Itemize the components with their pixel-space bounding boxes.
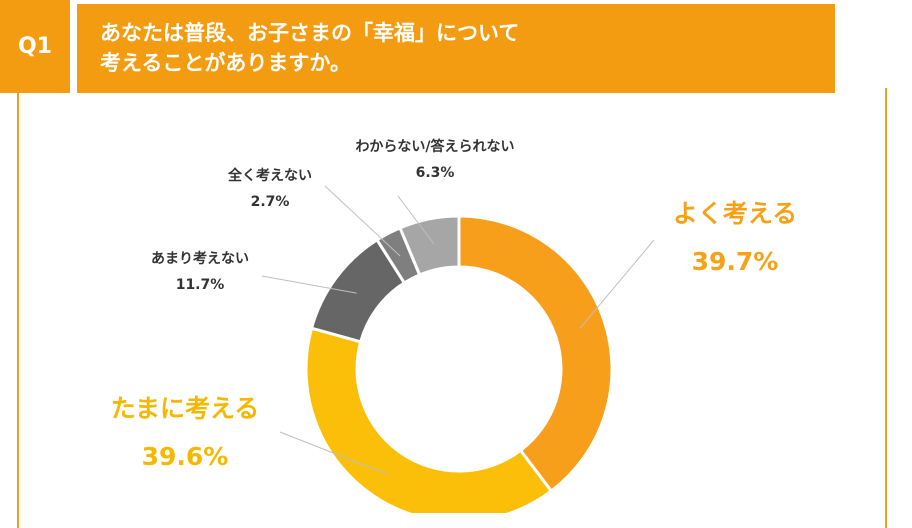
label-sometimes: たまに考える 39.6% [90, 385, 280, 481]
label-often-value: 39.7% [691, 247, 779, 276]
label-unknown-name: わからない/答えられない [355, 139, 515, 155]
leader-line [324, 185, 401, 257]
label-rarely-value: 11.7% [175, 277, 225, 293]
label-rarely-name: あまり考えない [151, 251, 249, 267]
leader-line [579, 239, 655, 329]
question-badge: Q1 [0, 0, 70, 93]
label-unknown: わからない/答えられない 6.3% [335, 134, 535, 186]
leader-line [397, 195, 435, 245]
donut-chart [261, 185, 655, 513]
label-sometimes-value: 39.6% [141, 442, 229, 471]
label-never-name: 全く考えない [228, 168, 312, 184]
label-often-name: よく考える [672, 199, 798, 228]
label-often: よく考える 39.7% [650, 190, 820, 286]
label-unknown-value: 6.3% [415, 165, 455, 181]
label-rarely: あまり考えない 11.7% [130, 246, 270, 298]
leader-line [261, 275, 357, 294]
slice-often [457, 214, 614, 494]
leader-line [279, 431, 388, 475]
content-frame [17, 88, 887, 528]
question-line-2: 考えることがありますか。 [100, 51, 351, 75]
slice-sometimes [304, 326, 554, 513]
question-line-1: あなたは普段、お子さまの「幸福」について [100, 21, 520, 45]
label-never: 全く考えない 2.7% [205, 163, 335, 215]
question-header: あなたは普段、お子さまの「幸福」について 考えることがありますか。 [77, 4, 835, 93]
label-never-value: 2.7% [250, 194, 290, 210]
label-sometimes-name: たまに考える [110, 394, 260, 423]
